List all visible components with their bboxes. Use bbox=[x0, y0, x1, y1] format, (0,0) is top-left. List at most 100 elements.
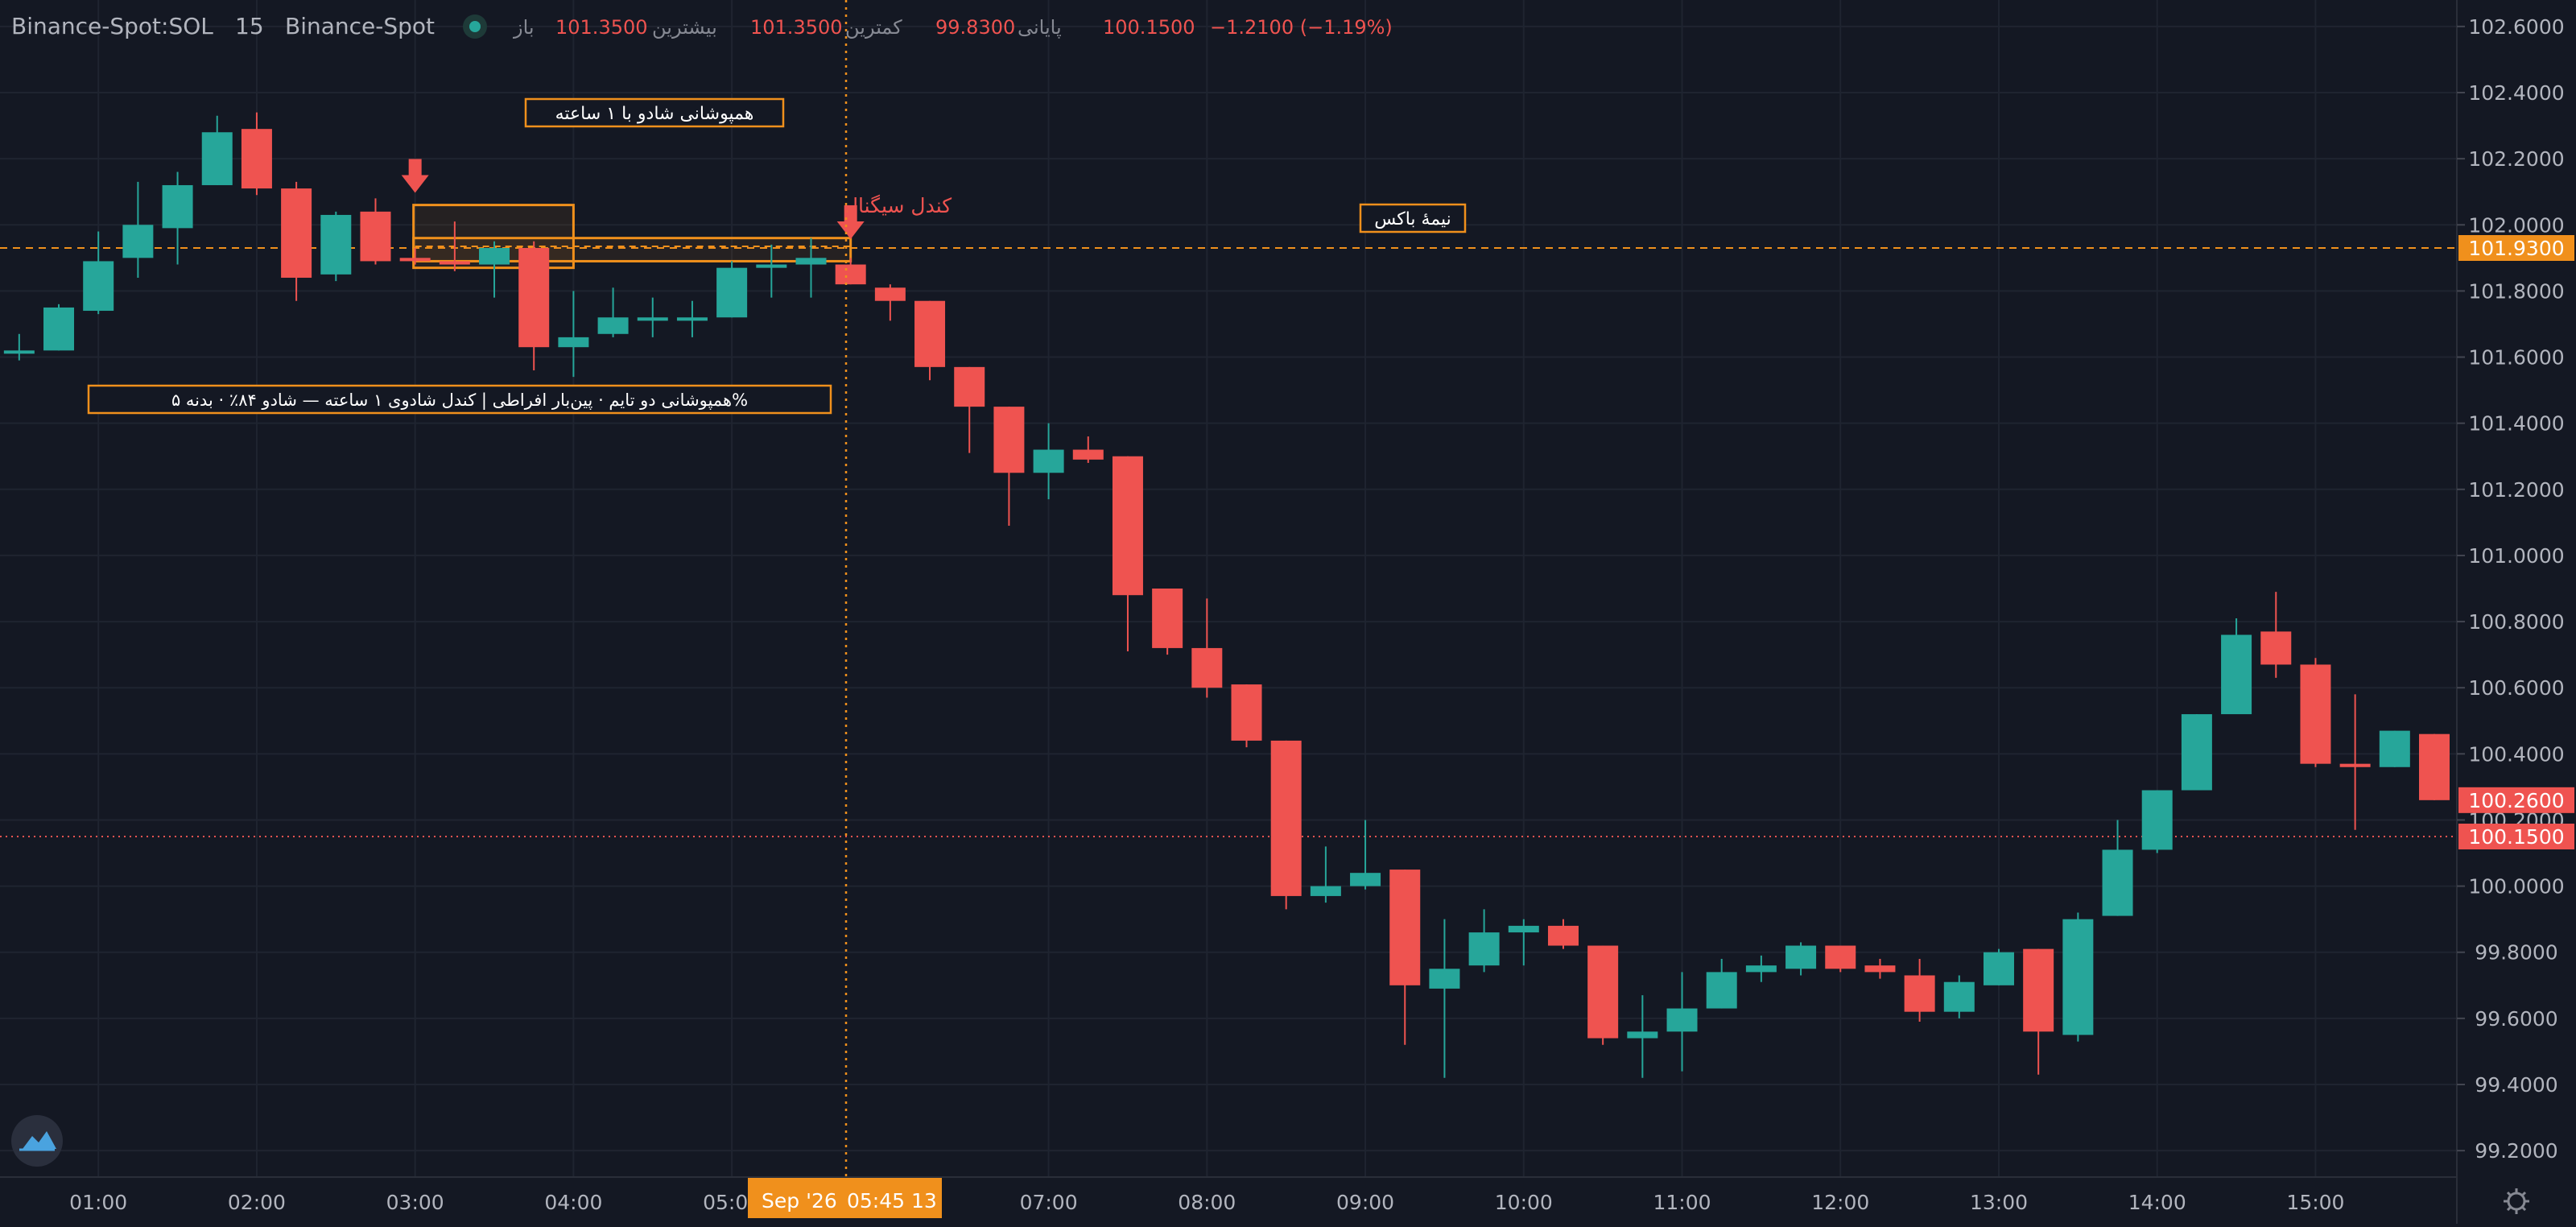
candle-body bbox=[1191, 647, 1223, 688]
close-value: 100.1500 bbox=[1103, 16, 1195, 39]
candle-down[interactable] bbox=[954, 366, 985, 453]
candle-down[interactable] bbox=[835, 258, 866, 285]
candle-down[interactable] bbox=[241, 112, 272, 196]
candle-body bbox=[439, 261, 470, 265]
candle-down[interactable] bbox=[1389, 870, 1421, 1045]
candle-up[interactable] bbox=[122, 181, 154, 278]
candle-up[interactable] bbox=[1310, 846, 1341, 903]
candle-up[interactable] bbox=[1666, 972, 1698, 1072]
candle-up[interactable] bbox=[2221, 618, 2252, 715]
candle-up[interactable] bbox=[1706, 958, 1737, 1009]
candle-down[interactable] bbox=[2339, 694, 2371, 830]
candle-down[interactable] bbox=[281, 181, 312, 301]
candle-up[interactable] bbox=[2379, 730, 2410, 767]
price-label: 100.2600 bbox=[2468, 789, 2564, 812]
price-tick-label: 99.2000 bbox=[2475, 1139, 2557, 1163]
candle-down[interactable] bbox=[1270, 740, 1302, 910]
candle-down[interactable] bbox=[1547, 919, 1579, 949]
price-label: 101.9300 bbox=[2468, 237, 2564, 260]
candle-up[interactable] bbox=[1033, 423, 1064, 500]
candle-down[interactable] bbox=[360, 198, 391, 265]
candle-down[interactable] bbox=[1904, 958, 1935, 1022]
candle-body bbox=[1983, 952, 2014, 985]
candle-down[interactable] bbox=[1231, 684, 1262, 748]
candle-body bbox=[1825, 945, 1856, 969]
candle-up[interactable] bbox=[1468, 909, 1500, 973]
candle-up[interactable] bbox=[201, 115, 233, 185]
candle-down[interactable] bbox=[1152, 589, 1183, 655]
candle-down[interactable] bbox=[2260, 592, 2292, 678]
cloud-logo-icon[interactable] bbox=[11, 1115, 63, 1167]
candle-body bbox=[2181, 714, 2212, 791]
candle-down[interactable] bbox=[993, 407, 1025, 526]
annotation-bottom[interactable]: %همپوشانی دو تایم · پین‌بار افراطی | کند… bbox=[87, 384, 832, 415]
symbol-name[interactable]: Binance-Spot:SOL bbox=[11, 13, 213, 39]
grid bbox=[0, 0, 2457, 1177]
candle-up[interactable] bbox=[1785, 942, 1817, 976]
candle-body bbox=[2300, 664, 2331, 764]
candle-down[interactable] bbox=[2300, 658, 2331, 767]
candle-down[interactable] bbox=[2023, 948, 2054, 1075]
candle-down[interactable] bbox=[2419, 733, 2450, 800]
candle-up[interactable] bbox=[2181, 714, 2212, 791]
interval-label[interactable]: 15 bbox=[235, 13, 264, 39]
candle-down[interactable] bbox=[1072, 436, 1104, 463]
candle-up[interactable] bbox=[2062, 912, 2094, 1042]
candle-up[interactable] bbox=[162, 171, 193, 265]
candle-down[interactable] bbox=[1191, 598, 1223, 698]
time-axis[interactable]: 01:00 02:00 03:00 04:00 05:00 07:00 08:00 09:00… bbox=[69, 1191, 2344, 1214]
annotation-1h-shadow[interactable]: همپوشانی شادو با ۱ ساعته bbox=[524, 97, 785, 128]
candle-down[interactable] bbox=[1112, 456, 1143, 652]
candle-up[interactable] bbox=[3, 333, 35, 361]
candle-body bbox=[43, 307, 75, 351]
low-label: کمترین bbox=[845, 16, 902, 39]
candle-up[interactable] bbox=[83, 231, 114, 315]
candle-body bbox=[1627, 1031, 1658, 1039]
candle-up[interactable] bbox=[1429, 919, 1460, 1078]
candle-body bbox=[1231, 684, 1262, 741]
candle-up[interactable] bbox=[1508, 919, 1539, 966]
candle-up[interactable] bbox=[795, 238, 827, 298]
candle-body bbox=[756, 264, 787, 268]
candle-down[interactable] bbox=[1825, 945, 1856, 973]
candle-up[interactable] bbox=[1943, 975, 1975, 1018]
candle-up[interactable] bbox=[1983, 948, 2014, 985]
candle-body bbox=[1706, 972, 1737, 1009]
candle-up[interactable] bbox=[43, 304, 75, 351]
candle-down[interactable] bbox=[874, 284, 906, 321]
price-tick-label: 101.2000 bbox=[2468, 478, 2564, 502]
candle-body bbox=[676, 317, 708, 321]
candle-down[interactable] bbox=[399, 248, 431, 265]
candle-body bbox=[1508, 925, 1539, 933]
candle-body bbox=[597, 317, 629, 334]
time-tick-label: 14:00 bbox=[2128, 1191, 2186, 1214]
candle-down[interactable] bbox=[914, 300, 946, 381]
candle-up[interactable] bbox=[676, 300, 708, 337]
candle-up[interactable] bbox=[637, 297, 668, 337]
candle-down[interactable] bbox=[1587, 945, 1619, 1045]
candle-up[interactable] bbox=[1350, 820, 1381, 890]
candle-up[interactable] bbox=[320, 211, 352, 282]
candle-body bbox=[1587, 945, 1619, 1039]
candle-down[interactable] bbox=[439, 221, 470, 271]
candle-down[interactable] bbox=[518, 241, 550, 370]
annotation-signal-candle[interactable]: کندل سیگنال bbox=[844, 194, 952, 217]
price-tick-label: 99.8000 bbox=[2475, 941, 2557, 965]
candle-up[interactable] bbox=[479, 241, 510, 298]
annotation-1h-shadow-frame bbox=[524, 97, 785, 128]
candle-up[interactable] bbox=[716, 261, 748, 318]
candle-up[interactable] bbox=[558, 291, 589, 378]
candle-body bbox=[795, 258, 827, 265]
candle-body bbox=[1072, 449, 1104, 460]
candle-up[interactable] bbox=[756, 244, 787, 298]
candle-up[interactable] bbox=[2141, 790, 2173, 853]
gear-icon[interactable] bbox=[2504, 1188, 2529, 1214]
annotation-half-box[interactable]: نیمهٔ باکس bbox=[1359, 203, 1467, 233]
price-axis[interactable]: 102.6000 102.4000 102.2000 102.0000 101.8000… bbox=[2457, 15, 2574, 1163]
candle-down[interactable] bbox=[1864, 958, 1896, 979]
candle-up[interactable] bbox=[597, 287, 629, 337]
candle-up[interactable] bbox=[1627, 995, 1658, 1078]
candle-up[interactable] bbox=[1745, 955, 1777, 982]
candle-up[interactable] bbox=[2102, 820, 2133, 916]
